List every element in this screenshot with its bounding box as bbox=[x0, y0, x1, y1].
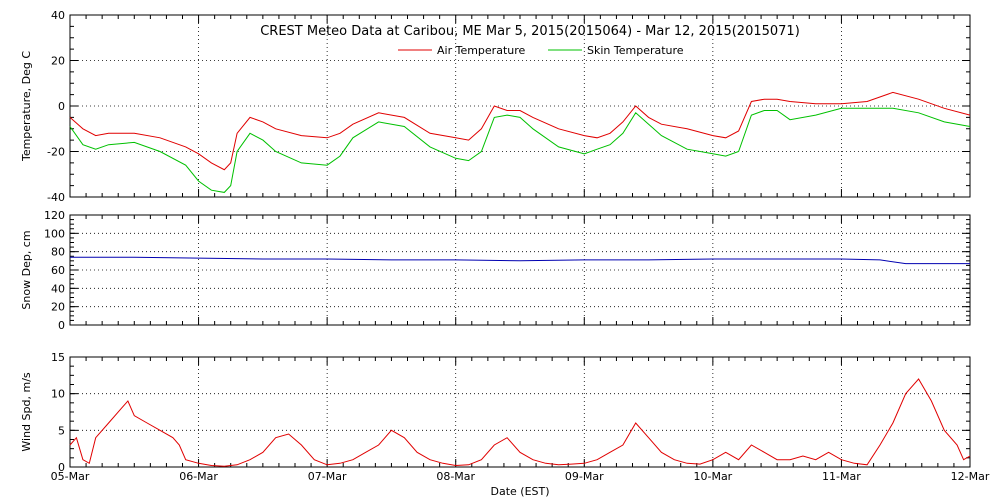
y-tick-label: 20 bbox=[51, 301, 65, 314]
y-tick-label: 5 bbox=[58, 424, 65, 437]
y-axis-label: Temperature, Deg C bbox=[20, 51, 33, 162]
panel-2: 0 5 10 15 Wind Spd, m/s bbox=[20, 351, 971, 474]
legend: Air Temperature Skin Temperature bbox=[398, 44, 684, 57]
y-tick-label: 40 bbox=[51, 282, 65, 295]
panel-0: -40 -20 0 20 40 Temperature, Deg C bbox=[20, 9, 971, 204]
y-tick-label: -20 bbox=[47, 146, 65, 159]
x-tick-label: 05-Mar bbox=[51, 470, 90, 483]
y-tick-label: 15 bbox=[51, 351, 65, 364]
y-tick-label: 0 bbox=[58, 319, 65, 332]
y-tick-label: 10 bbox=[51, 388, 65, 401]
plot-frame bbox=[69, 356, 971, 468]
x-tick-label: 12-Mar bbox=[951, 470, 990, 483]
series-air-temperature bbox=[69, 91, 971, 171]
panel-1: 0 20 40 60 80 100 120 Snow Dep, cm bbox=[20, 209, 971, 332]
y-axis-label: Snow Dep, cm bbox=[20, 230, 33, 309]
x-tick-label: 06-Mar bbox=[179, 470, 218, 483]
y-tick-label: -40 bbox=[47, 191, 65, 204]
y-tick-label: 80 bbox=[51, 246, 65, 259]
x-tick-label: 08-Mar bbox=[436, 470, 475, 483]
y-axis-label: Wind Spd, m/s bbox=[20, 372, 33, 452]
series-wind-speed bbox=[69, 378, 971, 467]
y-tick-label: 20 bbox=[51, 55, 65, 68]
chart-title: CREST Meteo Data at Caribou, ME Mar 5, 2… bbox=[260, 24, 800, 39]
series-snow-depth bbox=[70, 256, 970, 265]
x-axis-label: Date (EST) bbox=[490, 485, 549, 498]
series-skin-temperature bbox=[69, 107, 971, 193]
y-tick-label: 40 bbox=[51, 9, 65, 22]
y-tick-label: 0 bbox=[58, 461, 65, 474]
y-tick-label: 100 bbox=[44, 227, 65, 240]
legend-air-label: Air Temperature bbox=[437, 44, 526, 57]
x-tick-label: 07-Mar bbox=[308, 470, 347, 483]
legend-skin-label: Skin Temperature bbox=[587, 44, 684, 57]
y-tick-label: 0 bbox=[58, 100, 65, 113]
x-tick-label: 09-Mar bbox=[565, 470, 604, 483]
x-tick-label: 10-Mar bbox=[693, 470, 732, 483]
y-tick-label: 120 bbox=[44, 209, 65, 222]
x-tick-label: 11-Mar bbox=[822, 470, 861, 483]
y-tick-label: 60 bbox=[51, 264, 65, 277]
